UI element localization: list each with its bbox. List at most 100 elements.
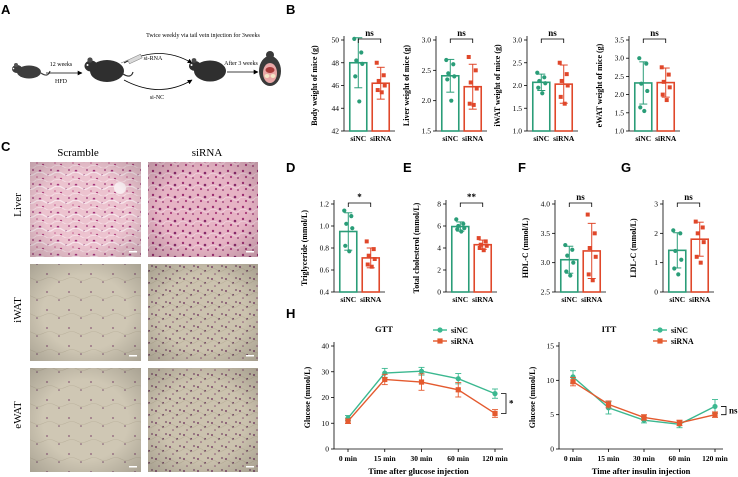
data-point: [570, 374, 576, 380]
data-point: [381, 73, 386, 78]
y-tick-label: 4.0: [541, 200, 551, 209]
significance-bracket: [357, 38, 382, 43]
data-point: [641, 414, 647, 421]
data-point: [360, 61, 365, 66]
y-tick-label: 2.5: [615, 72, 625, 81]
data-point: [477, 246, 482, 250]
data-point: [559, 78, 564, 83]
data-point: [354, 58, 359, 63]
syringe-icon: [120, 53, 143, 65]
y-axis-label: Triglyceride (mmol/L): [300, 210, 309, 286]
label-si-rna: si-RNA: [144, 56, 163, 62]
data-point: [372, 257, 377, 261]
y-tick-label: 3.0: [422, 36, 432, 45]
panel-label-e: E: [403, 160, 412, 175]
x-tick-label: siRNA: [360, 295, 382, 304]
y-tick-label: 3.0: [541, 258, 551, 267]
data-point: [593, 254, 598, 259]
data-point: [698, 260, 703, 265]
chart-title: ITT: [602, 324, 617, 334]
data-point: [644, 61, 649, 66]
x-tick-label: siNC: [442, 134, 458, 143]
y-tick-label: 3.0: [615, 54, 625, 63]
data-point: [586, 272, 591, 277]
x-tick-label: siNC: [452, 295, 468, 304]
data-point: [712, 403, 718, 410]
x-tick-label: siRNA: [655, 134, 677, 143]
y-tick-label: 2.5: [422, 66, 432, 75]
label-injection-schedule: Twice weekly via tail vein injection for…: [146, 32, 260, 39]
x-tick-label: 30 min: [633, 454, 656, 463]
y-tick-label: 0: [437, 288, 441, 297]
data-point: [461, 221, 466, 226]
y-tick-label: 5: [550, 410, 554, 419]
mouse-obese-icon: [84, 57, 134, 82]
data-point: [570, 379, 576, 385]
y-tick-label: 1.0: [513, 127, 523, 136]
data-point: [445, 77, 450, 82]
y-tick-label: 3.0: [513, 36, 523, 45]
x-tick-label: siRNA: [581, 295, 603, 304]
data-point: [365, 262, 370, 267]
y-tick-label: 2.5: [513, 58, 523, 67]
data-point: [672, 266, 677, 271]
column-title-scramble: Scramble: [57, 147, 99, 159]
data-point: [459, 229, 464, 234]
data-point: [676, 272, 681, 277]
significance-label: ns: [650, 28, 659, 38]
x-tick-label: siNC: [561, 295, 577, 304]
data-point: [352, 36, 357, 41]
data-point: [590, 278, 595, 283]
data-point: [564, 72, 569, 77]
y-tick-label: 3.5: [541, 229, 551, 238]
data-point: [666, 72, 671, 77]
significance-bracket: [721, 406, 727, 416]
x-axis-label: Time after insulin injection: [592, 466, 691, 476]
y-tick-label: 20: [322, 393, 330, 402]
data-point: [347, 249, 352, 254]
x-tick-label: 120 min: [702, 454, 728, 463]
row-label-liver: Liver: [12, 193, 24, 217]
y-tick-label: 1.0: [320, 222, 330, 231]
y-tick-label: 50: [332, 36, 340, 45]
data-point: [542, 75, 547, 80]
x-tick-label: siNC: [533, 134, 549, 143]
data-point: [592, 231, 597, 236]
data-point: [478, 242, 483, 247]
data-point: [536, 85, 541, 90]
y-tick-label: 40: [322, 342, 330, 351]
data-point: [712, 412, 718, 418]
data-point: [481, 248, 486, 253]
data-point: [558, 94, 563, 99]
y-tick-label: 44: [332, 104, 340, 113]
data-point: [342, 208, 347, 213]
x-tick-label: siRNA: [472, 295, 494, 304]
chart-g: G 0 1 2 3 LDL-C (mmol/L) siNC siRNA ns: [621, 160, 714, 304]
data-point: [462, 226, 467, 231]
x-tick-label: siRNA: [370, 134, 392, 143]
micrograph-ewat-sirna: [148, 368, 258, 472]
micrograph-liver-scramble: [30, 162, 141, 257]
x-tick-label: 120 min: [482, 454, 508, 463]
x-tick-label: siNC: [350, 134, 366, 143]
data-point: [570, 247, 575, 252]
data-point: [557, 60, 562, 65]
data-point: [660, 92, 665, 97]
data-point: [700, 225, 705, 230]
dissected-mouse-icon: [259, 51, 281, 86]
y-tick-label: 6: [437, 222, 441, 231]
panel-label-f: F: [518, 160, 526, 175]
y-tick-label: 1.5: [422, 127, 432, 136]
data-point: [455, 376, 461, 382]
chart-h1: H 0 10 20 30 40 0 min 15 min 30 min 60 min 120 min…: [286, 306, 514, 476]
row-label-ewat: eWAT: [12, 401, 24, 429]
significance-bracket: [347, 202, 372, 207]
data-point: [679, 257, 684, 262]
y-tick-label: 8: [437, 200, 441, 209]
mouse-lean-icon: [12, 63, 51, 79]
chart-e: E 0 2 4 6 8 Total cholesterol (mmol/L) siNC siRN…: [403, 160, 497, 304]
significance-bracket: [540, 38, 565, 43]
data-point: [540, 91, 545, 96]
mouse-treated-icon: [189, 58, 226, 82]
